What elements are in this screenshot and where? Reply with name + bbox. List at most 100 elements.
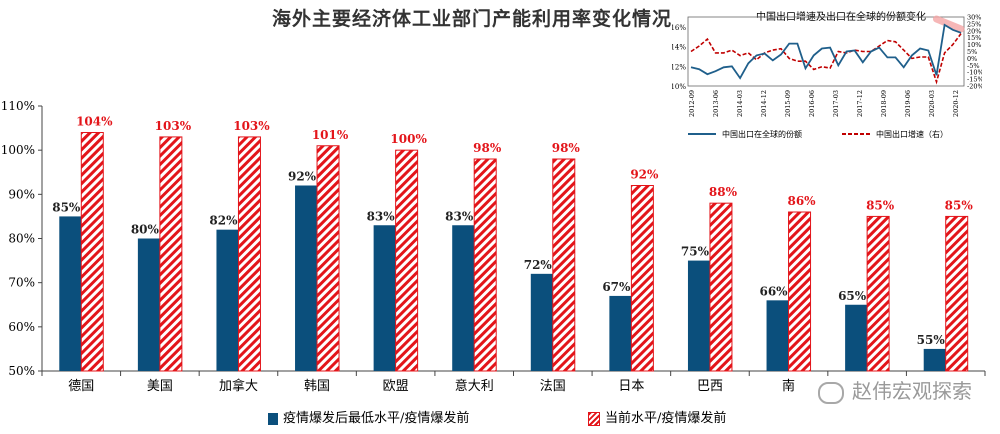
data-label-series1: 67%	[602, 280, 631, 294]
inset-x-tick-label: 2020-12	[952, 90, 960, 117]
data-label-series1: 85%	[52, 200, 81, 214]
data-label-series2: 98%	[552, 141, 581, 155]
y-tick-label: 90%	[8, 187, 35, 201]
legend-series2-label: 当前水平/疫情爆发前	[605, 411, 727, 426]
data-label-series2: 85%	[866, 198, 895, 212]
y-tick-label: 70%	[8, 276, 35, 290]
data-label-series2: 100%	[390, 132, 427, 146]
inset-left-tick-label: 10%	[672, 83, 686, 91]
bar-series2	[866, 215, 890, 372]
bar-series1	[687, 260, 710, 371]
data-label-series2: 88%	[709, 185, 738, 199]
legend-series2: 当前水平/疫情爆发前	[588, 407, 726, 426]
bar-series1	[59, 216, 82, 371]
data-label-series1: 82%	[209, 214, 238, 228]
inset-x-tick-label: 2015-09	[784, 90, 792, 117]
inset-right-tick-label: -20%	[967, 83, 982, 91]
category-label: 巴西	[697, 379, 723, 394]
data-label-series2: 101%	[312, 128, 349, 142]
inset-right-tick-label: -5%	[967, 62, 980, 70]
category-label: 加拿大	[219, 378, 258, 394]
inset-x-tick-label: 2016-06	[808, 90, 816, 117]
bar-series1	[609, 295, 632, 371]
inset-x-tick-label: 2017-12	[856, 90, 864, 117]
data-label-series1: 66%	[759, 284, 788, 298]
category-label: 意大利	[455, 378, 494, 394]
data-label-series2: 104%	[76, 115, 113, 129]
main-chart-title: 海外主要经济体工业部门产能利用率变化情况	[272, 8, 673, 30]
watermark: 赵伟宏观探索	[818, 375, 972, 404]
y-tick-label: 100%	[1, 143, 35, 157]
inset-x-tick-label: 2018-09	[880, 90, 888, 117]
data-label-series1: 55%	[917, 333, 946, 347]
legend-swatch-hatched	[588, 411, 600, 426]
inset-left-tick-label: 16%	[672, 24, 686, 32]
category-label: 美国	[147, 379, 173, 394]
bar-series2	[395, 149, 419, 372]
data-label-series1: 92%	[288, 170, 317, 184]
inset-right-tick-label: 25%	[967, 20, 981, 28]
bar-series1	[766, 300, 789, 371]
inset-line-global-share	[690, 23, 962, 80]
inset-right-tick-label: 0%	[967, 55, 977, 63]
bar-series1	[137, 238, 160, 371]
data-label-series2: 86%	[787, 194, 816, 208]
bar-series2	[552, 158, 576, 372]
data-label-series1: 83%	[367, 209, 396, 223]
bar-series2	[473, 158, 497, 372]
inset-x-tick-label: 2013-06	[712, 90, 720, 117]
data-label-series2: 85%	[945, 198, 974, 212]
bar-series1	[530, 273, 553, 371]
legend-series1-label: 疫情爆发后最低水平/疫情爆发前	[283, 411, 470, 426]
inset-line-export-growth	[690, 33, 962, 85]
bar-series2	[237, 136, 261, 372]
bar-series2	[788, 211, 812, 372]
inset-right-tick-label: 15%	[967, 34, 981, 42]
bar-series2	[945, 215, 969, 372]
inset-x-tick-label: 2014-12	[760, 90, 768, 117]
category-label: 欧盟	[383, 379, 409, 394]
inset-left-tick-label: 14%	[672, 44, 686, 52]
bar-series2	[80, 132, 104, 372]
inset-legend-label-growth: 中国出口增速（右）	[876, 129, 948, 139]
data-label-series1: 72%	[524, 258, 553, 272]
data-label-series2: 98%	[473, 141, 502, 155]
category-label: 日本	[618, 379, 644, 394]
inset-left-tick-label: 12%	[672, 63, 686, 71]
inset-x-tick-label: 2020-03	[928, 90, 936, 117]
inset-right-tick-label: -15%	[967, 76, 982, 84]
data-label-series1: 80%	[131, 223, 160, 237]
bar-series1	[845, 304, 868, 371]
bar-series1	[373, 225, 396, 371]
inset-right-tick-label: 5%	[967, 48, 977, 56]
bar-series2	[630, 185, 654, 372]
y-tick-label: 60%	[8, 320, 35, 334]
data-label-series2: 103%	[233, 119, 270, 133]
data-label-series2: 103%	[155, 119, 192, 133]
bar-series1	[216, 229, 239, 371]
inset-x-tick-label: 2012-09	[688, 90, 696, 117]
category-label: 南	[782, 378, 795, 394]
inset-line-chart: 中国出口增速及出口在全球的份额变化 10% 12% 14% 16% -20%-15%-10…	[672, 10, 982, 139]
inset-right-tick-label: -10%	[967, 69, 982, 77]
data-label-series1: 75%	[681, 245, 710, 259]
inset-x-tick-label: 2017-03	[832, 90, 840, 117]
watermark-text: 赵伟宏观探索	[852, 379, 972, 403]
data-label-series1: 83%	[445, 209, 474, 223]
data-label-series2: 92%	[630, 168, 659, 182]
data-label-series1: 65%	[838, 289, 867, 303]
bar-series1	[452, 225, 475, 371]
inset-right-tick-label: 10%	[967, 41, 981, 49]
y-tick-label: 110%	[1, 99, 35, 113]
inset-highlight-mark	[932, 15, 965, 33]
bar-series1	[923, 348, 946, 371]
inset-title: 中国出口增速及出口在全球的份额变化	[756, 10, 926, 23]
inset-x-tick-label: 2019-06	[904, 90, 912, 117]
bar-series2	[316, 145, 340, 372]
wechat-icon	[818, 381, 844, 404]
bar-series2	[709, 202, 733, 372]
inset-right-tick-label: 30%	[967, 14, 981, 22]
inset-legend-label-share: 中国出口在全球的份额	[722, 129, 802, 139]
